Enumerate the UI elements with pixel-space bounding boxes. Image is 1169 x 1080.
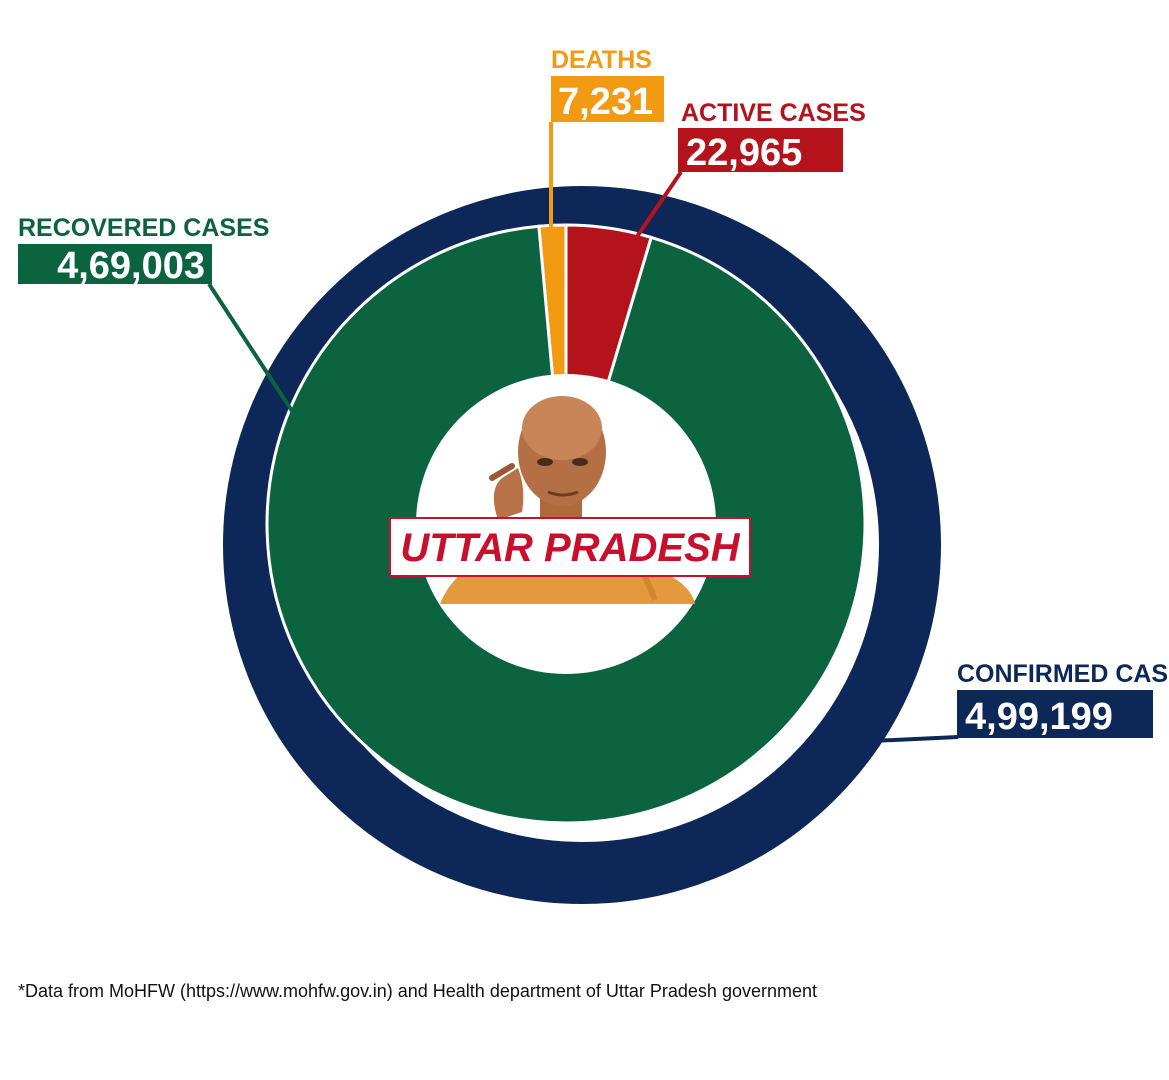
deaths-value: 7,231 [558, 81, 653, 123]
recovered-value: 4,69,003 [57, 245, 205, 287]
active-value: 22,965 [686, 132, 802, 174]
active-value-box [678, 128, 843, 172]
active-label: ACTIVE CASES [681, 99, 866, 127]
center-label: UTTAR PRADESH [400, 526, 740, 570]
center-label-box [389, 517, 751, 577]
recovered-label: RECOVERED CASES [18, 214, 269, 242]
confirmed-label: CONFIRMED CASES [957, 660, 1169, 688]
confirmed-leader-line [871, 735, 959, 743]
footnote: *Data from MoHFW (https://www.mohfw.gov.… [18, 981, 817, 1001]
active-leader-line [630, 170, 683, 246]
deaths-label: DEATHS [551, 46, 652, 74]
recovered-value-box [18, 244, 212, 284]
confirmed-value: 4,99,199 [965, 696, 1113, 738]
recovered-leader-line [207, 282, 296, 416]
confirmed-ring [223, 186, 941, 904]
deaths-value-box [551, 76, 664, 122]
confirmed-value-box [957, 690, 1153, 738]
